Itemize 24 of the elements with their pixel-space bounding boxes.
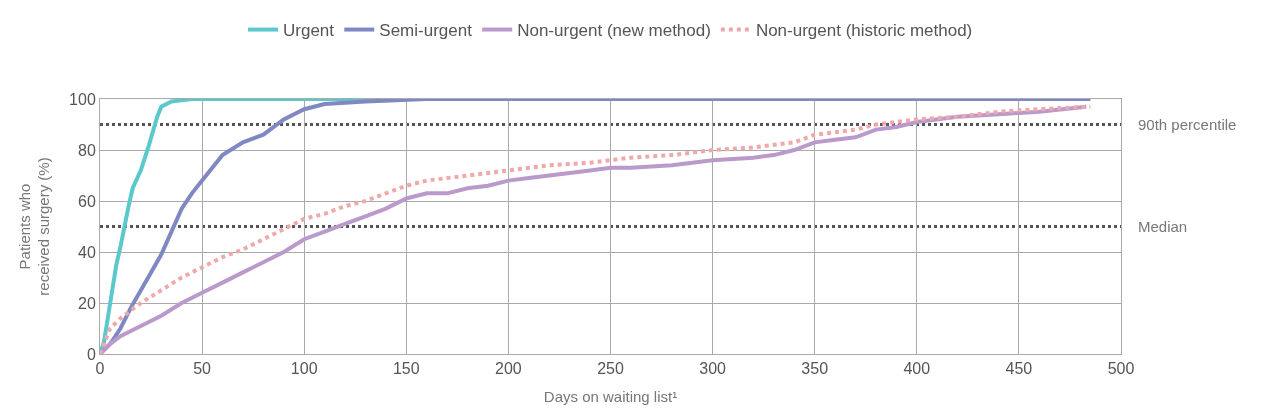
- legend-label: Non-urgent (historic method): [755, 21, 973, 41]
- y-tick-label: 20: [78, 294, 96, 312]
- x-tick-label: 350: [801, 360, 829, 378]
- ref-line-label: Median: [1138, 218, 1188, 235]
- y-tick-label: 40: [78, 243, 96, 261]
- x-tick-label: 200: [495, 360, 522, 378]
- x-tick-label: 450: [1005, 360, 1033, 378]
- x-tick-label: 300: [699, 360, 727, 378]
- x-tick-label: 100: [290, 360, 318, 378]
- y-tick-label: 0: [86, 345, 96, 363]
- x-axis-title: Days on waiting list¹: [543, 388, 678, 406]
- ref-line-label: 90th percentile: [1138, 116, 1237, 133]
- y-tick-label: 100: [69, 90, 96, 108]
- y-tick-label: 80: [78, 141, 96, 159]
- x-tick-label: 250: [597, 360, 624, 378]
- x-tick-label: 150: [392, 360, 420, 378]
- legend-label: Non-urgent (new method): [517, 21, 711, 41]
- legend-label: Urgent: [283, 21, 335, 41]
- y-tick-label: 60: [78, 192, 96, 210]
- x-tick-label: 500: [1107, 360, 1135, 378]
- legend-label: Semi-urgent: [379, 21, 473, 41]
- x-tick-label: 400: [903, 360, 931, 378]
- y-axis-title: Patients who received surgery (%): [15, 157, 53, 296]
- x-tick-label: 50: [193, 360, 212, 378]
